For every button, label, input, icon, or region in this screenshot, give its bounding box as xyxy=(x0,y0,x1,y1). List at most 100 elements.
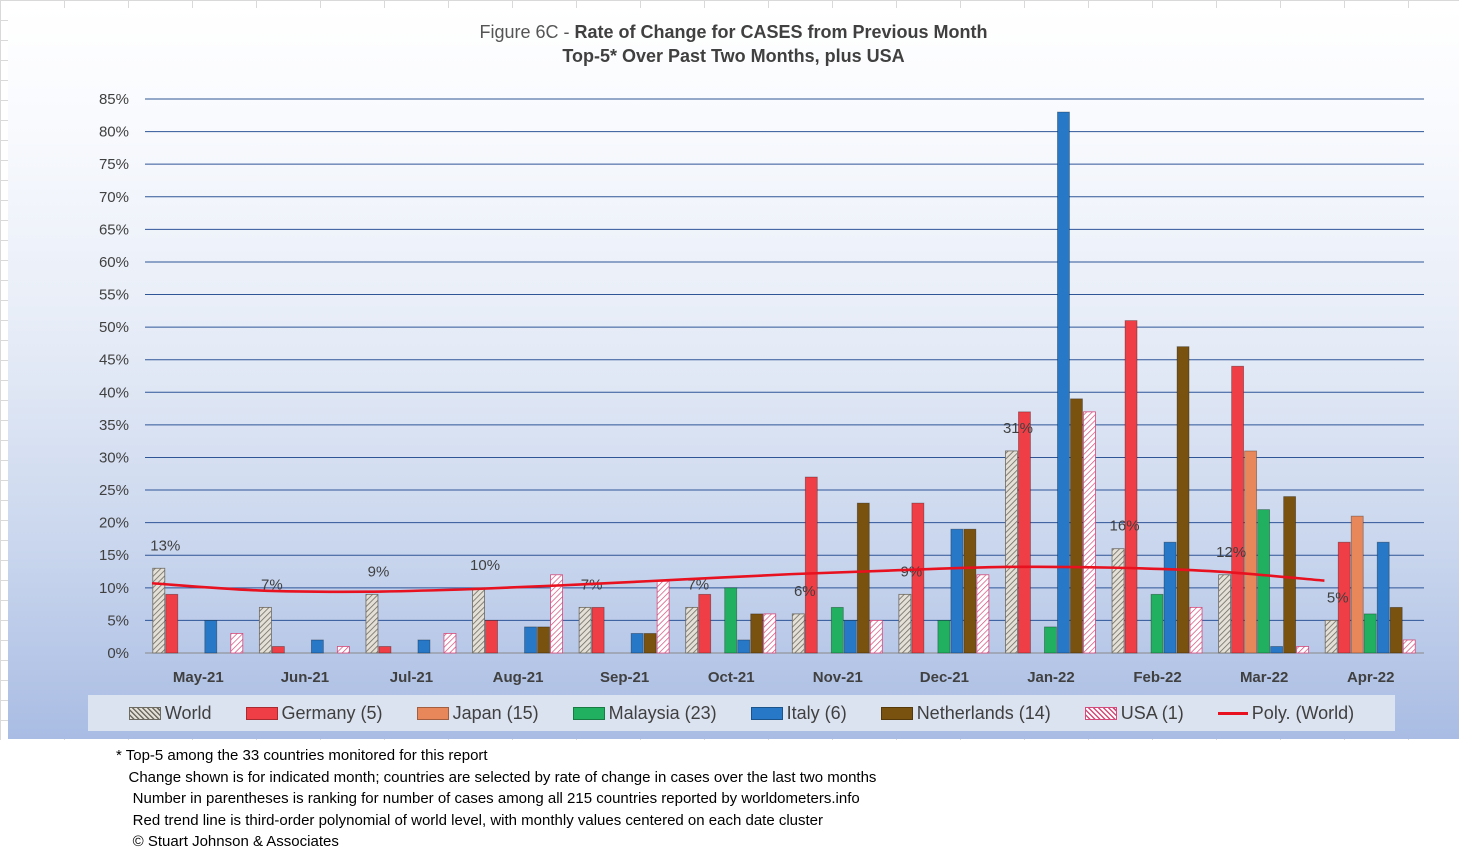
chart-title-main: Rate of Change for CASES from Previous M… xyxy=(574,22,988,42)
y-tick-label: 25% xyxy=(99,482,129,499)
y-tick-label: 10% xyxy=(99,580,129,597)
bar-netherlands xyxy=(1070,398,1083,654)
y-tick-label: 55% xyxy=(99,287,129,304)
world-data-label: 5% xyxy=(1327,589,1349,606)
world-data-label: 7% xyxy=(261,576,283,593)
y-tick-label: 45% xyxy=(99,352,129,369)
y-tick-label: 85% xyxy=(99,91,129,108)
legend-label: World xyxy=(164,702,212,723)
legend-label: Malaysia (23) xyxy=(608,702,717,723)
legend-label: Netherlands (14) xyxy=(916,702,1051,723)
x-tick-label: May-21 xyxy=(173,669,224,686)
y-tick-label: 65% xyxy=(99,221,129,238)
bar-italy xyxy=(630,633,644,654)
bar-netherlands xyxy=(643,633,657,654)
bar-germany xyxy=(1231,365,1245,654)
bar-usa xyxy=(443,633,457,654)
bar-world xyxy=(1111,548,1125,654)
legend-swatch xyxy=(1084,706,1117,720)
x-tick-label: Dec-21 xyxy=(920,669,969,686)
bar-usa xyxy=(656,580,670,654)
bar-italy xyxy=(417,639,431,654)
chart-plot: 0% 5% 10% 15% 20% 25% 30% 35% 40% 45% 50% 55% 60% 65%… xyxy=(99,91,1424,686)
bar-malaysia xyxy=(830,606,844,654)
bar-malaysia xyxy=(1044,626,1057,654)
bar-japan xyxy=(1244,450,1258,654)
legend-swatch xyxy=(572,706,605,720)
legend-item: Netherlands (14) xyxy=(880,702,1051,724)
bar-italy xyxy=(1163,541,1177,654)
world-data-label: 10% xyxy=(470,557,500,574)
bar-germany xyxy=(911,502,925,654)
world-data-label: 9% xyxy=(901,563,923,580)
footnote-line: Number in parentheses is ranking for num… xyxy=(116,790,860,808)
y-tick-label: 5% xyxy=(107,612,129,629)
x-tick-label: Nov-21 xyxy=(813,669,863,686)
chart-title: Figure 6C - Rate of Change for CASES fro… xyxy=(8,22,1459,43)
bar-world xyxy=(685,606,699,654)
legend-item: USA (1) xyxy=(1084,702,1184,724)
bar-usa xyxy=(1083,411,1096,654)
bar-japan xyxy=(1350,515,1364,654)
bar-malaysia xyxy=(1363,613,1377,654)
bar-netherlands xyxy=(963,528,977,654)
legend-line-swatch xyxy=(1217,711,1248,715)
world-data-label: 16% xyxy=(1110,518,1140,535)
chart-area: 0% 5% 10% 15% 20% 25% 30% 35% 40% 45% 50% 55% 60% 65%… xyxy=(8,8,1459,739)
footnotes: * Top-5 among the 33 countries monitored… xyxy=(116,745,876,853)
bar-usa xyxy=(1402,639,1416,654)
footnote-line: Change shown is for indicated month; cou… xyxy=(116,768,877,786)
footnote-line: Red trend line is third-order polynomial… xyxy=(116,811,824,829)
world-data-label: 6% xyxy=(794,583,816,600)
legend-swatch xyxy=(880,706,913,720)
legend-swatch xyxy=(416,706,449,720)
y-tick-label: 50% xyxy=(99,319,129,336)
bar-usa xyxy=(550,574,563,654)
legend-label: Poly. (World) xyxy=(1251,702,1355,723)
bar-germany xyxy=(485,620,498,654)
bar-italy xyxy=(950,528,964,654)
bar-world xyxy=(152,567,166,654)
legend-label: Germany (5) xyxy=(281,702,383,723)
bar-malaysia xyxy=(724,587,738,654)
y-tick-label: 15% xyxy=(99,547,129,564)
x-tick-label: Feb-22 xyxy=(1133,669,1181,686)
bar-netherlands xyxy=(1389,606,1403,654)
y-tick-label: 20% xyxy=(99,515,129,532)
legend-item: Italy (6) xyxy=(750,703,847,724)
bar-italy xyxy=(310,639,324,654)
bar-italy xyxy=(843,620,857,654)
footnote-line: * Top-5 among the 33 countries monitored… xyxy=(116,747,488,764)
bar-usa xyxy=(976,574,990,654)
bar-netherlands xyxy=(750,613,764,654)
bar-netherlands xyxy=(1283,496,1297,654)
x-tick-label: Jul-21 xyxy=(390,669,433,686)
bar-germany xyxy=(1124,320,1138,654)
world-data-label: 9% xyxy=(368,563,390,580)
bar-usa xyxy=(763,613,777,654)
legend-item: Japan (15) xyxy=(416,703,539,724)
bar-world xyxy=(898,593,912,654)
bar-world xyxy=(1218,574,1232,654)
bar-usa xyxy=(336,646,350,654)
bar-usa xyxy=(1189,606,1203,654)
world-data-label: 31% xyxy=(1003,420,1033,437)
y-tick-label: 60% xyxy=(99,254,129,271)
bar-netherlands xyxy=(537,626,550,654)
bar-malaysia xyxy=(1257,509,1271,654)
bar-world xyxy=(1005,450,1018,654)
x-tick-label: Mar-22 xyxy=(1240,669,1288,686)
bar-germany xyxy=(591,606,605,654)
bar-world xyxy=(791,613,805,654)
chart-legend: World Germany (5) Japan (15) Malaysia (23) I… xyxy=(88,695,1395,731)
bar-world xyxy=(258,606,272,654)
bar-germany xyxy=(804,476,818,654)
y-tick-label: 0% xyxy=(107,645,129,662)
y-tick-label: 30% xyxy=(99,449,129,466)
legend-label: USA (1) xyxy=(1120,702,1184,723)
bar-usa xyxy=(869,620,883,654)
bar-italy xyxy=(524,626,537,654)
bar-world xyxy=(1324,620,1338,654)
bar-usa xyxy=(1296,646,1310,654)
legend-swatch xyxy=(128,706,161,720)
